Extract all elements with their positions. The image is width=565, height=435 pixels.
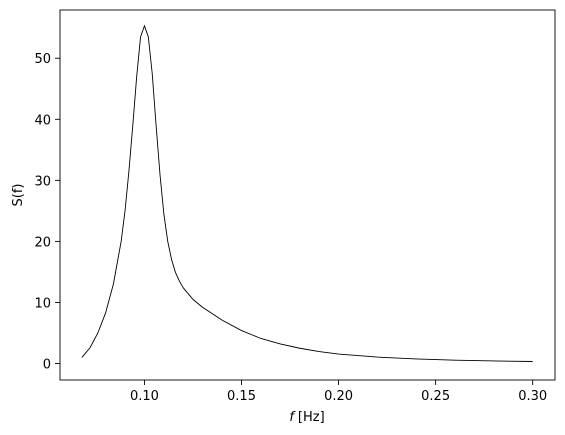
x-tick-label: 0.20	[324, 389, 353, 404]
x-axis-ticks: 0.10 0.15 0.20 0.25 0.30	[130, 380, 547, 404]
plot-area	[60, 10, 555, 380]
x-tick-label: 0.30	[518, 389, 547, 404]
y-tick-label: 30	[34, 174, 51, 189]
x-tick-label: 0.25	[421, 389, 450, 404]
y-tick-label: 50	[34, 52, 51, 67]
y-axis-ticks: 0 10 20 30 40 50	[34, 52, 60, 373]
y-axis-label: S(f)	[11, 184, 26, 207]
x-tick-label: 0.10	[130, 389, 159, 404]
y-tick-label: 0	[43, 358, 51, 373]
x-tick-label: 0.15	[227, 389, 256, 404]
x-axis-label: f [Hz]	[289, 410, 324, 425]
series-line	[81, 24, 533, 362]
y-tick-label: 40	[34, 113, 51, 128]
y-tick-label: 20	[34, 235, 51, 250]
plot-frame	[59, 9, 556, 381]
y-tick-label: 10	[34, 296, 51, 311]
